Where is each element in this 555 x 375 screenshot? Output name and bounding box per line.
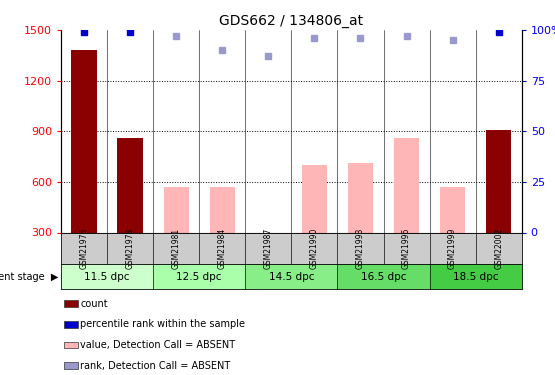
Text: GSM22002: GSM22002 (494, 228, 503, 269)
Text: GSM21987: GSM21987 (264, 228, 273, 269)
Bar (348, 164, 373, 232)
Text: GSM21990: GSM21990 (310, 228, 319, 269)
Bar (302, 165, 327, 232)
Text: 12.5 dpc: 12.5 dpc (176, 272, 222, 282)
Text: GSM21996: GSM21996 (402, 228, 411, 269)
Text: GSM21999: GSM21999 (448, 228, 457, 269)
Text: percentile rank within the sample: percentile rank within the sample (80, 320, 245, 329)
Text: value, Detection Call = ABSENT: value, Detection Call = ABSENT (80, 340, 236, 350)
Text: GSM21975: GSM21975 (79, 228, 89, 269)
Bar (164, 187, 189, 232)
Text: 14.5 dpc: 14.5 dpc (269, 272, 314, 282)
Text: rank, Detection Call = ABSENT: rank, Detection Call = ABSENT (80, 361, 231, 370)
Bar (210, 187, 235, 232)
Bar (394, 138, 419, 232)
Text: 18.5 dpc: 18.5 dpc (453, 272, 498, 282)
Text: development stage  ▶: development stage ▶ (0, 272, 58, 282)
Bar (440, 187, 465, 232)
Bar (486, 130, 511, 232)
Text: GSM21981: GSM21981 (171, 228, 181, 269)
Title: GDS662 / 134806_at: GDS662 / 134806_at (219, 13, 364, 28)
Text: GSM21984: GSM21984 (218, 228, 227, 269)
Bar (118, 138, 143, 232)
Text: GSM21993: GSM21993 (356, 228, 365, 269)
Text: 16.5 dpc: 16.5 dpc (361, 272, 406, 282)
Bar (72, 50, 97, 232)
Bar (256, 232, 281, 274)
Text: count: count (80, 299, 108, 309)
Text: 11.5 dpc: 11.5 dpc (84, 272, 130, 282)
Text: GSM21978: GSM21978 (125, 228, 135, 269)
